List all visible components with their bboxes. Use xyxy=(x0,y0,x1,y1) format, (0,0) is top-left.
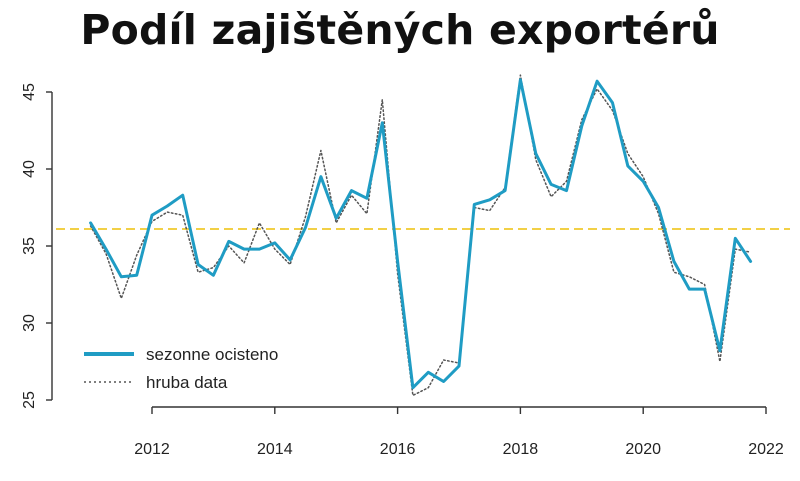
x-tick-label: 2020 xyxy=(625,441,661,458)
x-tick-label: 2018 xyxy=(503,441,539,458)
y-tick-label: 25 xyxy=(21,391,38,409)
axes: 25 30 35 40 45 2012 2014 2016 2018 2020 2022 xyxy=(21,83,784,458)
series-layer xyxy=(89,74,753,397)
legend: sezonne ocisteno hruba data xyxy=(84,345,278,392)
y-tick-label: 45 xyxy=(21,83,38,101)
x-tick-label: 2012 xyxy=(134,441,170,458)
legend-label-seasonally-adjusted: sezonne ocisteno xyxy=(146,345,278,364)
y-tick-label: 35 xyxy=(21,237,38,255)
x-tick-label: 2014 xyxy=(257,441,293,458)
x-tick-label: 2022 xyxy=(748,441,784,458)
legend-label-raw-data: hruba data xyxy=(146,373,228,392)
chart-title: Podíl zajištěných exportérů xyxy=(80,6,720,54)
y-tick-label: 30 xyxy=(21,314,38,332)
x-tick-label: 2016 xyxy=(380,441,416,458)
series-line-raw-data xyxy=(89,74,752,397)
y-tick-label: 40 xyxy=(21,160,38,178)
series-line-seasonally-adjusted xyxy=(89,78,753,390)
